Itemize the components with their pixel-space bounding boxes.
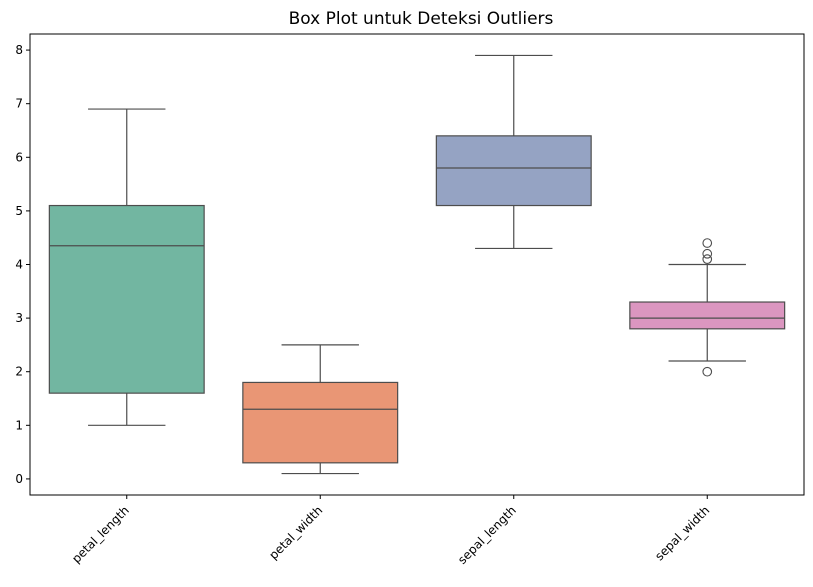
- y-tick-label: 1: [15, 418, 23, 432]
- outlier-point: [702, 238, 713, 248]
- x-tick-label: sepal_length: [455, 503, 519, 567]
- outlier-point: [702, 366, 713, 377]
- box-sepal_length: [435, 135, 592, 207]
- box-petal_width: [242, 381, 399, 464]
- box-sepal_width: [629, 301, 786, 330]
- y-tick-label: 7: [15, 97, 23, 111]
- y-tick-label: 3: [15, 311, 23, 325]
- y-tick-label: 0: [15, 472, 23, 486]
- outlier-point: [702, 254, 713, 264]
- y-tick-label: 2: [15, 365, 23, 379]
- outlier-point: [702, 248, 713, 259]
- y-tick-label: 5: [15, 204, 23, 218]
- x-tick-label: petal_length: [69, 503, 132, 566]
- x-tick-label: sepal_width: [652, 503, 712, 563]
- y-tick-label: 4: [15, 258, 23, 272]
- plot-area: 0 1 2 3 4 5 6 7 8 petal_length petal_width sepal_le…: [15, 43, 786, 567]
- x-tick-label: petal_width: [266, 503, 325, 562]
- box-petal_length: [48, 204, 205, 394]
- plot-frame: [29, 33, 805, 496]
- y-tick-label: 6: [15, 150, 23, 164]
- chart-title: Box Plot untuk Deteksi Outliers: [289, 9, 554, 29]
- y-tick-label: 8: [15, 43, 23, 57]
